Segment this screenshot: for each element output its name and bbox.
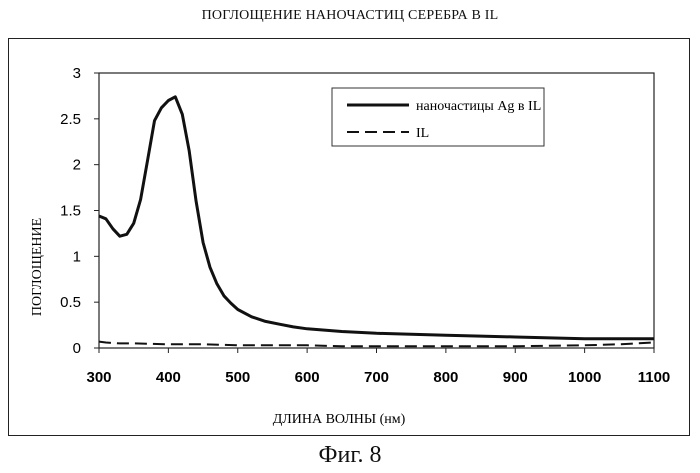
x-axis-title: ДЛИНА ВОЛНЫ (нм) [273,412,406,427]
x-tick-label: 600 [295,369,320,386]
legend: наночастицы Ag в IL IL [331,87,545,147]
y-tick-label: 1 [73,248,81,265]
x-tick-label: 1000 [568,369,601,386]
y-tick-label: 1.5 [60,203,81,220]
x-tick-label: 800 [433,369,458,386]
legend-label-ag: наночастицы Ag в IL [416,99,541,114]
y-axis-ticks: 0 0.5 1 1.5 2 2.5 3 [60,65,99,357]
y-tick-label: 0.5 [60,294,81,311]
series-layer [98,95,655,348]
y-axis-title: ПОГЛОЩЕНИЕ [30,218,45,316]
y-tick-label: 0 [73,340,81,357]
series-line-ag-nanoparticles [98,95,654,341]
x-tick-label: 300 [86,369,111,386]
x-axis-ticks: 300 400 500 600 700 800 900 1000 1100 [86,348,670,386]
x-tick-label: 500 [225,369,250,386]
legend-label-il: IL [416,126,429,141]
chart-svg: 0 0.5 1 1.5 2 2.5 3 300 400 500 600 700 800 900 1000 1… [30,65,670,427]
legend-box [331,87,545,147]
y-tick-label: 2.5 [60,111,81,128]
x-tick-label: 700 [364,369,389,386]
y-tick-label: 2 [73,157,81,174]
y-tick-label: 3 [73,65,81,82]
chart-title: ПОГЛОЩЕНИЕ НАНОЧАСТИЦ СЕРЕБРА В IL [201,8,499,23]
series-line-il [98,340,655,348]
x-tick-label: 400 [156,369,181,386]
x-tick-label: 900 [503,369,528,386]
figure-caption: Фиг. 8 [318,442,382,468]
x-tick-label: 1100 [638,369,671,386]
chart-frame: 0 0.5 1 1.5 2 2.5 3 300 400 500 600 700 800 900 1000 1… [8,38,690,436]
